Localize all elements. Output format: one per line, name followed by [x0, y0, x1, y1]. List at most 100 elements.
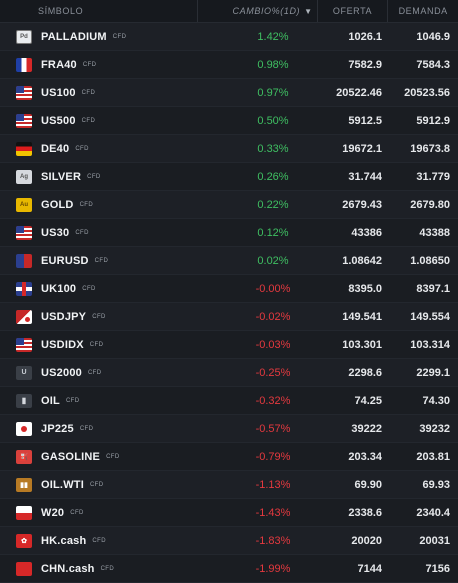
ask-price[interactable]: 1.08650 — [410, 254, 450, 267]
ask-price[interactable]: 2679.80 — [410, 198, 450, 211]
ask-price[interactable]: 2299.1 — [416, 366, 450, 379]
change-percent: -0.03% — [255, 338, 291, 351]
symbol-name: FRA40 — [41, 58, 77, 71]
table-row[interactable]: Pd PALLADIUM CFD 1.42% 1026.1 1046.9 — [0, 23, 458, 51]
symbol-cell: US30 CFD — [0, 225, 198, 240]
table-row[interactable]: EURUSD CFD 0.02% 1.08642 1.08650 — [0, 247, 458, 275]
table-row[interactable]: ▮ OIL CFD -0.32% 74.25 74.30 — [0, 387, 458, 415]
ask-price[interactable]: 5912.9 — [416, 114, 450, 127]
bid-price[interactable]: 5912.5 — [348, 114, 382, 127]
ask-price[interactable]: 8397.1 — [416, 282, 450, 295]
germany-flag-icon — [16, 141, 32, 156]
bid-price[interactable]: 19672.1 — [342, 142, 382, 155]
table-row[interactable]: USDJPY CFD -0.02% 149.541 149.554 — [0, 303, 458, 331]
bid-price[interactable]: 103.301 — [342, 338, 382, 351]
table-row[interactable]: CHN.cash CFD -1.99% 7144 7156 — [0, 555, 458, 583]
table-row[interactable]: JP225 CFD -0.57% 39222 39232 — [0, 415, 458, 443]
ask-price[interactable]: 149.554 — [410, 310, 450, 323]
bid-price[interactable]: 20522.46 — [336, 86, 382, 99]
column-header-ask[interactable]: DEMANDA — [387, 0, 458, 22]
column-header-symbol[interactable]: SÍMBOLO — [38, 6, 84, 16]
ask-price[interactable]: 7584.3 — [416, 58, 450, 71]
table-row[interactable]: USDIDX CFD -0.03% 103.301 103.314 — [0, 331, 458, 359]
ask-price[interactable]: 2340.4 — [416, 506, 450, 519]
bid-price[interactable]: 2298.6 — [348, 366, 382, 379]
table-row[interactable]: UK100 CFD -0.00% 8395.0 8397.1 — [0, 275, 458, 303]
table-row[interactable]: ✿ HK.cash CFD -1.83% 20020 20031 — [0, 527, 458, 555]
sort-descending-icon[interactable]: ▼ — [304, 6, 313, 16]
table-row[interactable]: Au GOLD CFD 0.22% 2679.43 2679.80 — [0, 191, 458, 219]
table-row[interactable]: US30 CFD 0.12% 43386 43388 — [0, 219, 458, 247]
cfd-tag: CFD — [89, 481, 104, 488]
ask-price[interactable]: 39232 — [419, 422, 450, 435]
ask-price[interactable]: 31.779 — [416, 170, 450, 183]
bid-price[interactable]: 43386 — [351, 226, 382, 239]
ask-price[interactable]: 19673.8 — [410, 142, 450, 155]
cfd-tag: CFD — [65, 397, 80, 404]
ask-price[interactable]: 203.81 — [416, 450, 450, 463]
symbol-name: USDJPY — [41, 310, 87, 323]
symbol-name: OIL.WTI — [41, 478, 84, 491]
symbol-cell: USDJPY CFD — [0, 309, 198, 324]
symbol-cell: Au GOLD CFD — [0, 197, 198, 212]
bid-price[interactable]: 1.08642 — [342, 254, 382, 267]
bid-price[interactable]: 1026.1 — [348, 30, 382, 43]
symbol-name: USDIDX — [41, 338, 84, 351]
column-header-change-label: CAMBIO%(1D) — [232, 6, 301, 16]
oil-icon: ▮ — [16, 393, 32, 408]
table-row[interactable]: ▮▮ OIL.WTI CFD -1.13% 69.90 69.93 — [0, 471, 458, 499]
column-header-change[interactable]: CAMBIO%(1D) ▼ — [197, 0, 316, 22]
bid-price[interactable]: 2679.43 — [342, 198, 382, 211]
cfd-tag: CFD — [106, 453, 120, 460]
bid-price[interactable]: 8395.0 — [348, 282, 382, 295]
table-row[interactable]: W20 CFD -1.43% 2338.6 2340.4 — [0, 499, 458, 527]
cfd-tag: CFD — [79, 201, 94, 208]
symbol-cell: CHN.cash CFD — [0, 561, 198, 576]
bid-price[interactable]: 31.744 — [348, 170, 382, 183]
cfd-tag: CFD — [70, 509, 84, 516]
bid-price[interactable]: 203.34 — [348, 450, 382, 463]
ask-price[interactable]: 69.93 — [422, 478, 450, 491]
change-percent: -0.00% — [255, 282, 291, 295]
ask-price[interactable]: 103.314 — [410, 338, 450, 351]
eur-usd-flag-icon — [16, 253, 32, 268]
symbol-cell: Ag SILVER CFD — [0, 169, 198, 184]
symbol-name: DE40 — [41, 142, 70, 155]
bid-price[interactable]: 7144 — [357, 562, 382, 575]
bid-price[interactable]: 74.25 — [354, 394, 382, 407]
cfd-tag: CFD — [79, 425, 94, 432]
symbol-name: PALLADIUM — [41, 30, 107, 43]
ask-price[interactable]: 20523.56 — [404, 86, 450, 99]
cfd-tag: CFD — [87, 369, 102, 376]
ask-price[interactable]: 7156 — [425, 562, 450, 575]
change-percent: -0.79% — [255, 450, 291, 463]
symbol-cell: ▮▮ OIL.WTI CFD — [0, 477, 198, 492]
symbol-cell: JP225 CFD — [0, 421, 198, 436]
ask-price[interactable]: 1046.9 — [416, 30, 450, 43]
ask-price[interactable]: 43388 — [419, 226, 450, 239]
ask-price[interactable]: 20031 — [419, 534, 450, 547]
change-percent: 0.50% — [257, 114, 289, 127]
column-header-bid[interactable]: OFERTA — [316, 0, 388, 22]
table-row[interactable]: DE40 CFD 0.33% 19672.1 19673.8 — [0, 135, 458, 163]
table-row[interactable]: US100 CFD 0.97% 20522.46 20523.56 — [0, 79, 458, 107]
table-row[interactable]: US500 CFD 0.50% 5912.5 5912.9 — [0, 107, 458, 135]
bid-price[interactable]: 149.541 — [342, 310, 382, 323]
bid-price[interactable]: 20020 — [351, 534, 382, 547]
bid-price[interactable]: 69.90 — [354, 478, 382, 491]
cfd-tag: CFD — [82, 285, 96, 292]
change-percent: -1.83% — [255, 534, 291, 547]
table-row[interactable]: FRA40 CFD 0.98% 7582.9 7584.3 — [0, 51, 458, 79]
table-row[interactable]: Ag SILVER CFD 0.26% 31.744 31.779 — [0, 163, 458, 191]
change-percent: 0.33% — [257, 142, 289, 155]
symbol-cell: ✿ HK.cash CFD — [0, 533, 198, 548]
ask-price[interactable]: 74.30 — [422, 394, 450, 407]
bid-price[interactable]: 2338.6 — [348, 506, 382, 519]
table-row[interactable]: U US2000 CFD -0.25% 2298.6 2299.1 — [0, 359, 458, 387]
usd-jpy-flag-icon — [16, 309, 32, 324]
bid-price[interactable]: 39222 — [351, 422, 382, 435]
france-flag-icon — [16, 57, 32, 72]
table-row[interactable]: ⛽ GASOLINE CFD -0.79% 203.34 203.81 — [0, 443, 458, 471]
symbol-cell: ▮ OIL CFD — [0, 393, 198, 408]
bid-price[interactable]: 7582.9 — [348, 58, 382, 71]
